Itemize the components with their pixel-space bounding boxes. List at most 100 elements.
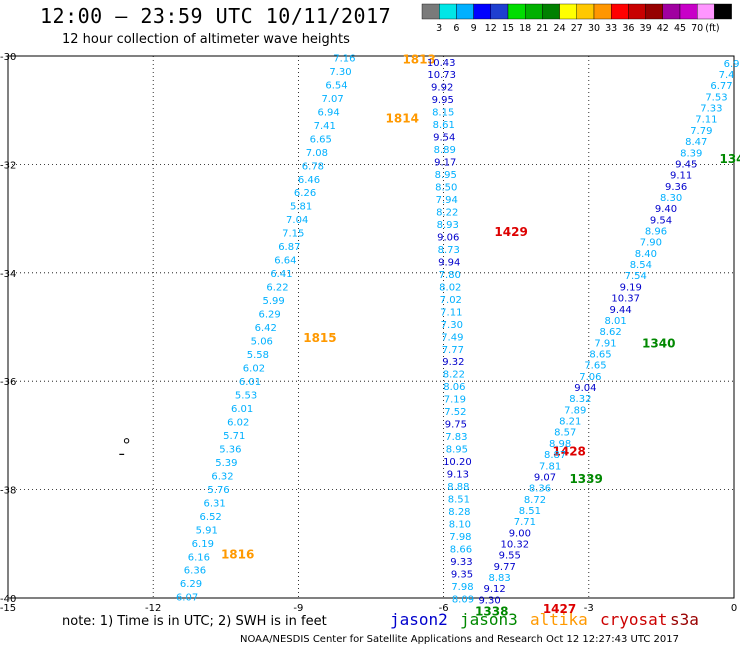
legend-tick-label: 3 — [436, 23, 442, 34]
wave-height-value: 7.53 — [705, 92, 727, 103]
wave-height-value: 10.73 — [427, 70, 456, 81]
wave-height-value: 8.62 — [599, 327, 621, 338]
wave-height-value: 9.12 — [483, 584, 505, 595]
wave-height-value: 7.52 — [444, 407, 466, 418]
legend-swatch — [576, 3, 595, 20]
legend-swatch — [490, 3, 509, 20]
wave-height-value: 8.28 — [448, 507, 470, 518]
wave-height-value: 9.54 — [650, 215, 672, 226]
legend-tick-label: 27 — [571, 23, 583, 34]
wave-height-value: 8.73 — [438, 245, 460, 256]
wave-height-value: 9.44 — [610, 305, 632, 316]
legend-tick-label: 70 — [691, 23, 703, 34]
wave-height-value: 9.95 — [432, 95, 454, 106]
x-tick-label: -15 — [0, 603, 16, 614]
wave-height-value: 8.40 — [635, 249, 657, 260]
wave-height-value: 5.58 — [247, 350, 269, 361]
wave-height-value: 8.95 — [435, 170, 457, 181]
wave-height-value: 7.19 — [444, 395, 466, 406]
legend-tick-label: 33 — [605, 23, 617, 34]
legend-tick-label: 18 — [519, 23, 531, 34]
wave-height-value: 8.09 — [452, 594, 474, 605]
y-tick-label: -38 — [0, 486, 16, 497]
wave-height-value: 7.94 — [436, 195, 458, 206]
page-title: 12:00 – 23:59 UTC 10/11/2017 — [40, 4, 392, 28]
pass-time-label: 1428 — [553, 445, 586, 459]
wave-height-value: 8.89 — [434, 145, 456, 156]
wave-height-value: 9.07 — [534, 472, 556, 483]
wave-height-value: 8.98 — [549, 439, 571, 450]
wave-height-value: 7.11 — [440, 307, 462, 318]
page-subtitle: 12 hour collection of altimeter wave hei… — [62, 32, 350, 47]
wave-height-value: 6.65 — [310, 134, 332, 145]
wave-height-value: 6.29 — [180, 579, 202, 590]
wave-height-value: 7.89 — [564, 405, 586, 416]
wave-height-value: 9.17 — [434, 158, 456, 169]
wave-height-value: 6.22 — [266, 283, 288, 294]
legend-swatch — [456, 3, 474, 20]
wave-height-value: 9.33 — [450, 557, 472, 568]
wave-height-value: 9.92 — [431, 83, 453, 94]
legend-tick-label: 42 — [657, 23, 669, 34]
wave-height-value: 8.65 — [589, 349, 611, 360]
wave-height-value: 9.94 — [438, 257, 460, 268]
wave-height-value: 7.54 — [625, 271, 647, 282]
map-frame — [7, 55, 735, 599]
wave-height-value: 6.26 — [294, 188, 316, 199]
wave-height-value: 8.06 — [443, 382, 465, 393]
wave-height-value: 8.22 — [443, 370, 465, 381]
legend-tick-label: 12 — [485, 23, 497, 34]
wave-height-value: 10.37 — [611, 294, 640, 305]
pass-time-label: 1340 — [642, 336, 675, 350]
wave-height-value: 7.06 — [579, 372, 601, 383]
wave-height-value: 6.46 — [298, 175, 320, 186]
wave-height-value: 6.07 — [176, 593, 198, 604]
wave-height-value: 5.06 — [251, 337, 273, 348]
wave-height-value: 8.50 — [435, 183, 457, 194]
wave-height-value: 10.43 — [427, 58, 456, 69]
wave-height-value: 9.32 — [442, 357, 464, 368]
wave-height-value: 6.32 — [211, 471, 233, 482]
wave-height-value: 6.29 — [259, 310, 281, 321]
legend-swatch — [525, 3, 543, 20]
legend-swatch — [662, 3, 681, 20]
legend-swatch — [559, 3, 577, 20]
note-text: note: 1) Time is in UTC; 2) SWH is in fe… — [62, 614, 327, 629]
wave-height-value: 7.71 — [514, 517, 536, 528]
satellite-legend-cryosat: cryosat — [600, 610, 667, 629]
legend-tick-label: 39 — [640, 23, 652, 34]
wave-height-value: 7.07 — [321, 94, 343, 105]
pass-time-label: 1429 — [494, 225, 527, 239]
island-outline — [123, 438, 130, 444]
wave-height-value: 7.91 — [594, 338, 616, 349]
wave-height-value: 9.13 — [447, 470, 469, 481]
legend-swatch — [714, 3, 732, 20]
footer-credit: NOAA/NESDIS Center for Satellite Applica… — [240, 634, 679, 645]
wave-height-value: 7.98 — [451, 582, 473, 593]
wave-height-value: 5.71 — [223, 431, 245, 442]
wave-height-value: 5.99 — [262, 296, 284, 307]
wave-height-value: 8.66 — [450, 544, 472, 555]
x-tick-label: -6 — [439, 603, 449, 614]
wave-height-value: 10.20 — [443, 457, 472, 468]
y-tick-label: -36 — [0, 377, 16, 388]
legend-swatch — [611, 3, 629, 20]
wave-height-value: 6.01 — [239, 377, 261, 388]
wave-height-value: 9.77 — [494, 562, 516, 573]
wave-height-value: 8.10 — [449, 519, 471, 530]
wave-height-value: 7.11 — [695, 115, 717, 126]
wave-height-value: 5.36 — [219, 444, 241, 455]
pass-time-label: 1815 — [303, 331, 336, 345]
wave-height-value: 6.94 — [318, 107, 340, 118]
wave-height-value: 7.15 — [282, 229, 304, 240]
wave-height-value: 7.77 — [442, 345, 464, 356]
x-tick-label: -3 — [584, 603, 594, 614]
wave-height-value: 7.83 — [445, 432, 467, 443]
x-tick-label: -12 — [145, 603, 161, 614]
legend-swatch — [645, 3, 663, 20]
satellite-legend-jason3: jason3 — [460, 610, 518, 629]
wave-height-value: 6.36 — [184, 566, 206, 577]
color-scale-legend: 3 6 9 12 15 18 21 24 27 30 33 36 39 42 45 70 (ft) — [421, 3, 732, 34]
wave-height-value: 6.9 — [724, 59, 740, 70]
wave-height-value: 7.30 — [329, 67, 351, 78]
